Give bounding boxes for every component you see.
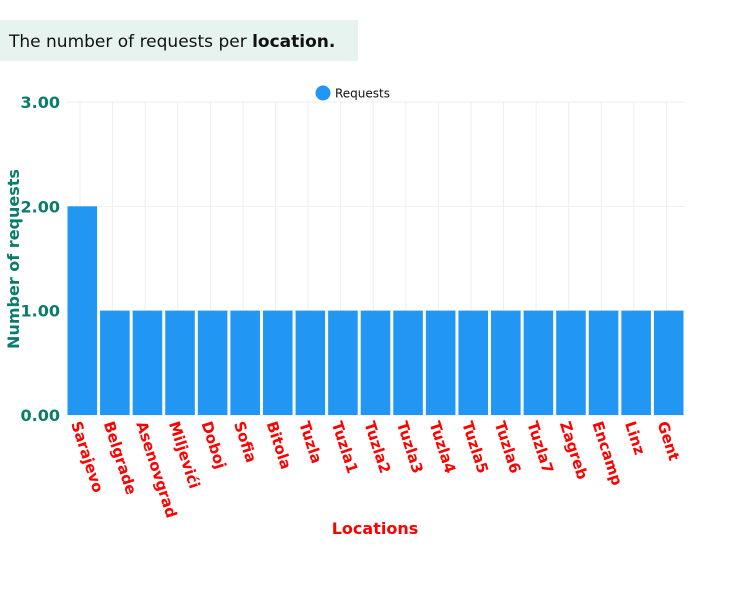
bar-tuzla4[interactable] bbox=[425, 310, 456, 415]
bar-linz[interactable] bbox=[621, 310, 651, 415]
bar-tuzla[interactable] bbox=[295, 310, 326, 415]
x-tick-label: Tuzla7 bbox=[523, 419, 557, 476]
x-tick-label: Miljevići bbox=[165, 419, 204, 491]
bar-bitola[interactable] bbox=[262, 310, 293, 415]
x-tick-label: Encamp bbox=[588, 419, 626, 488]
x-tick-label: Tuzla bbox=[295, 419, 325, 466]
bar-belgrade[interactable] bbox=[100, 310, 130, 415]
bar-tuzla7[interactable] bbox=[523, 310, 554, 415]
x-tick-label: Tuzla5 bbox=[458, 419, 492, 476]
y-axis-title: Number of requests bbox=[4, 169, 23, 349]
bar-asenovgrad[interactable] bbox=[132, 310, 163, 415]
x-tick-label: Linz bbox=[621, 419, 649, 457]
x-tick-label: Tuzla1 bbox=[328, 419, 362, 476]
legend-label[interactable]: Requests bbox=[335, 87, 390, 101]
x-tick-label: Bitola bbox=[263, 419, 295, 471]
y-tick-label: 0.00 bbox=[21, 406, 60, 425]
bar-gent[interactable] bbox=[653, 310, 684, 415]
chart-title: The number of requests per location. bbox=[0, 20, 358, 61]
bar-doboj[interactable] bbox=[197, 310, 228, 415]
x-tick-label: Tuzla2 bbox=[360, 419, 394, 476]
bar-tuzla6[interactable] bbox=[491, 310, 521, 415]
bar-tuzla5[interactable] bbox=[458, 310, 489, 415]
y-tick-label: 2.00 bbox=[21, 197, 60, 216]
x-tick-label: Doboj bbox=[198, 419, 230, 471]
legend-marker[interactable] bbox=[315, 85, 331, 101]
bar-zagreb[interactable] bbox=[556, 310, 586, 415]
x-tick-label: Tuzla4 bbox=[426, 419, 460, 476]
x-tick-label: Sofia bbox=[230, 419, 260, 465]
bar-tuzla3[interactable] bbox=[393, 310, 423, 415]
bar-miljevići[interactable] bbox=[165, 310, 195, 415]
y-tick-label: 3.00 bbox=[21, 93, 60, 112]
x-axis-title: Locations bbox=[332, 519, 419, 538]
x-tick-label: Zagreb bbox=[556, 419, 592, 482]
bar-tuzla2[interactable] bbox=[360, 310, 391, 415]
bar-tuzla1[interactable] bbox=[328, 310, 358, 415]
bar-sarajevo[interactable] bbox=[67, 206, 98, 415]
bar-encamp[interactable] bbox=[588, 310, 619, 415]
x-tick-label: Tuzla3 bbox=[393, 419, 427, 476]
bar-sofia[interactable] bbox=[230, 310, 260, 415]
chart-title-prefix: The number of requests per bbox=[9, 32, 253, 52]
x-tick-label: Tuzla6 bbox=[491, 419, 525, 476]
y-tick-label: 1.00 bbox=[21, 302, 60, 321]
chart-title-emphasis: location. bbox=[252, 32, 336, 52]
x-tick-label: Sarajevo bbox=[67, 419, 107, 495]
x-tick-label: Gent bbox=[654, 419, 684, 463]
